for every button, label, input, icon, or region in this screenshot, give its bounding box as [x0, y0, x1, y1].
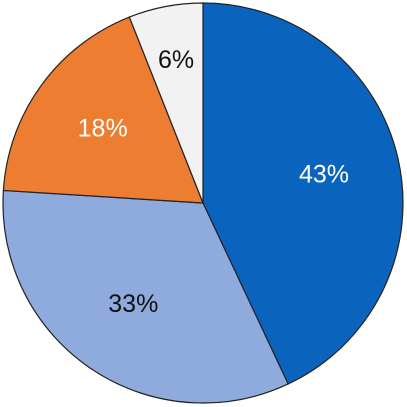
pie-slice: [128, 2, 204, 204]
data-label: 6%: [158, 46, 194, 74]
data-label: 33%: [108, 290, 158, 318]
pie-slice: [2, 189, 289, 404]
data-label: 18%: [78, 115, 128, 143]
pie-slice: [202, 2, 404, 385]
data-label: 43%: [299, 161, 349, 189]
pie-slice: [2, 16, 204, 204]
